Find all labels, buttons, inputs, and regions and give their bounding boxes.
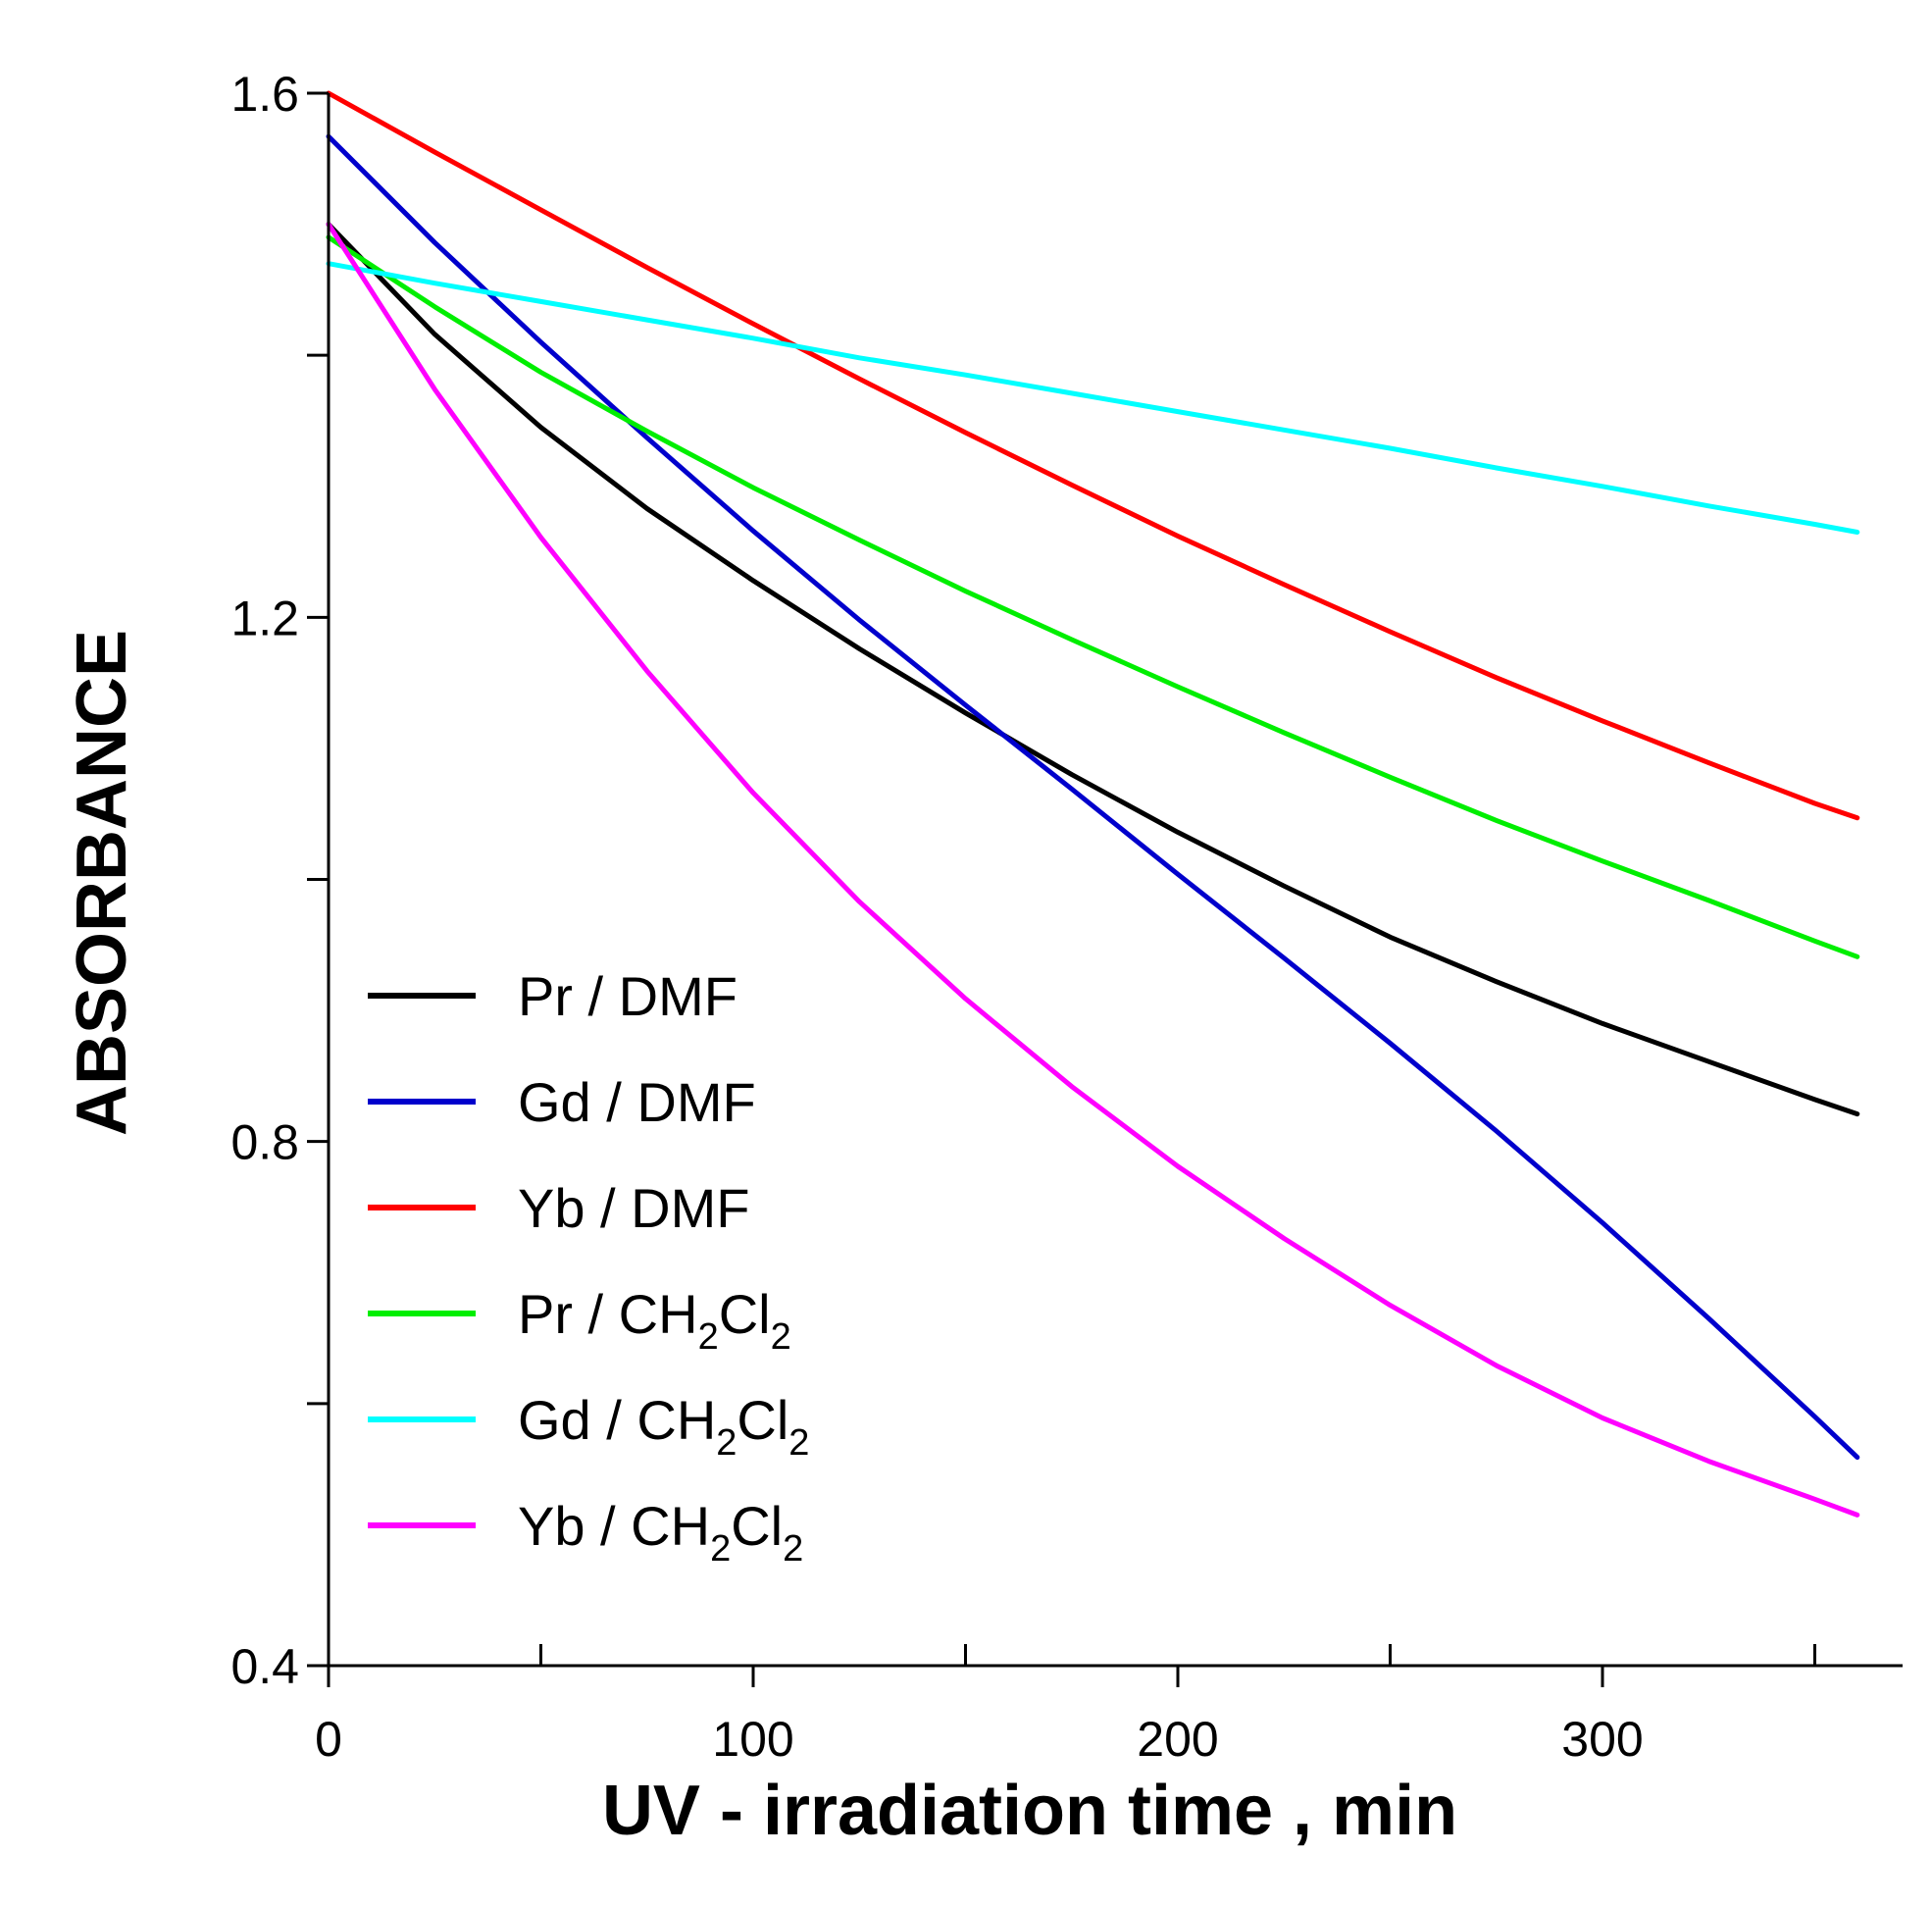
x-tick-label: 0 — [315, 1712, 342, 1767]
series-line-6 — [326, 222, 1860, 1518]
legend-label-4: Pr / CH2Cl2 — [518, 1283, 791, 1358]
y-tick-label: 0.4 — [230, 1639, 299, 1694]
x-tick-label: 200 — [1137, 1712, 1218, 1767]
series-line-5 — [326, 261, 1860, 535]
x-tick-label: 100 — [712, 1712, 793, 1767]
legend: Pr / DMF Gd / DMF Yb / DMF Pr / CH2Cl2 Gd / … — [368, 965, 809, 1570]
series-line-2 — [326, 133, 1860, 1461]
x-tick-label: 300 — [1561, 1712, 1643, 1767]
legend-label-3: Yb / DMF — [518, 1177, 749, 1239]
legend-label-5: Gd / CH2Cl2 — [518, 1389, 809, 1464]
legend-label-6: Yb / CH2Cl2 — [518, 1495, 803, 1570]
legend-label-1: Pr / DMF — [518, 965, 737, 1027]
series-line-4 — [326, 234, 1860, 959]
plot-lines — [326, 90, 1860, 1518]
y-tick-label: 0.8 — [230, 1115, 299, 1170]
series-line-3 — [326, 90, 1860, 821]
legend-label-2: Gd / DMF — [518, 1071, 756, 1133]
x-axis-title: UV - irradiation time , min — [602, 1772, 1457, 1850]
y-tick-label: 1.6 — [230, 67, 299, 122]
axes — [307, 91, 1903, 1687]
series-line-1 — [326, 222, 1860, 1117]
tick-labels: 0.4 0.8 1.2 1.6 0 100 200 300 — [230, 67, 1643, 1767]
y-tick-label: 1.2 — [230, 591, 299, 645]
y-axis-title: ABSORBANCE — [63, 630, 141, 1136]
